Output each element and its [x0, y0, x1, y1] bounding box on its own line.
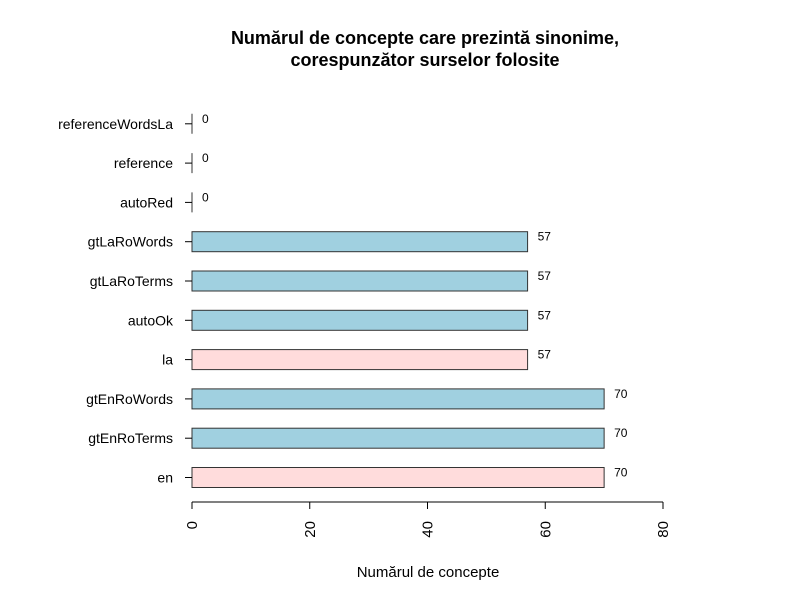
bar-gtEnRoTerms — [191, 427, 605, 449]
bar-autoOk — [191, 309, 529, 331]
value-labels: 70 70 70 57 57 57 57 0 0 0 — [202, 112, 628, 480]
x-tick-label: 60 — [537, 521, 554, 538]
category-label: en — [157, 470, 173, 486]
category-label: reference — [114, 155, 173, 171]
x-tick-label: 40 — [420, 521, 437, 538]
value-label: 70 — [614, 466, 628, 480]
chart-title-line-2: corespunzător surselor folosite — [290, 50, 560, 70]
bar-gtEnRoWords — [191, 388, 605, 410]
value-label: 57 — [538, 269, 552, 283]
bars-layer — [191, 113, 605, 488]
chart-title-line-1: Numărul de concepte care prezintă sinoni… — [230, 28, 620, 48]
category-label: autoOk — [128, 312, 174, 328]
category-label: gtEnRoWords — [86, 391, 173, 407]
category-label: gtLaRoTerms — [90, 273, 173, 289]
value-label: 0 — [202, 151, 209, 165]
x-tick-label: 0 — [184, 521, 201, 529]
x-tick-label: 20 — [302, 521, 319, 538]
value-label: 70 — [614, 426, 628, 440]
bar-la — [191, 349, 529, 371]
category-labels: en gtEnRoTerms gtEnRoWords la autoOk gtLaRoTe… — [58, 116, 192, 486]
value-label: 57 — [538, 230, 552, 244]
value-label: 57 — [538, 308, 552, 322]
bar-gtLaRoTerms — [191, 270, 529, 292]
value-label: 70 — [614, 387, 628, 401]
category-label: autoRed — [120, 194, 173, 210]
value-label: 0 — [202, 112, 209, 126]
x-axis-title: Numărul de concepte — [357, 564, 500, 581]
x-tick-label: 80 — [655, 521, 672, 538]
category-label: la — [162, 352, 173, 368]
category-label: referenceWordsLa — [58, 116, 173, 132]
value-label: 57 — [538, 348, 552, 362]
bar-gtLaRoWords — [191, 231, 529, 253]
category-label: gtLaRoWords — [88, 234, 173, 250]
value-label: 0 — [202, 190, 209, 204]
category-label: gtEnRoTerms — [88, 430, 173, 446]
bar-en — [191, 467, 605, 488]
x-axis: 0 20 40 60 80 — [184, 501, 672, 538]
chart-title: Numărul de concepte care prezintă sinoni… — [0, 27, 800, 71]
